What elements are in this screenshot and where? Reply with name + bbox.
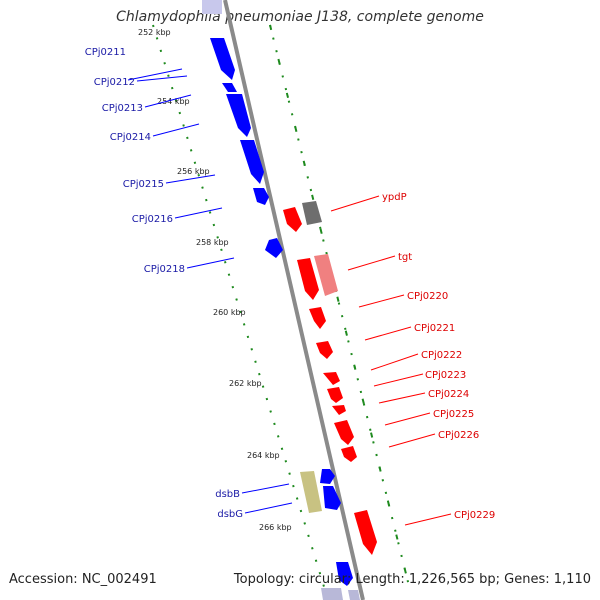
gene-label-cpj0220[interactable]: CPj0220	[407, 291, 448, 302]
ruler-label-260-kbp: 260 kbp	[213, 308, 246, 317]
callout-line-cpj0229	[404, 513, 452, 526]
ruler-label-252-kbp: 252 kbp	[138, 28, 171, 37]
genome-stats-text: Topology: circular; Length: 1,226,565 bp…	[233, 572, 591, 587]
callout-line-ypdp	[330, 195, 380, 212]
callout-line-cpj0221	[364, 326, 412, 341]
plus-gene-shape-1	[210, 38, 235, 80]
plus-strand-genes	[210, 38, 353, 586]
plus-gene-shape-6	[265, 238, 283, 258]
minus-gene-shape-2	[297, 258, 319, 300]
callout-line-cpj0213	[144, 94, 192, 108]
minus-gene-shape-6	[327, 387, 343, 403]
minus-gene-shape-8	[334, 420, 354, 445]
minus-gene-shape-4	[316, 341, 333, 359]
gene-label-tgt[interactable]: tgt	[398, 252, 412, 263]
bottom-fade-gene-1	[321, 588, 343, 600]
top-fade-gene	[202, 0, 222, 14]
gene-label-cpj0225[interactable]: CPj0225	[433, 409, 474, 420]
gene-label-cpj0229[interactable]: CPj0229	[454, 510, 495, 521]
callout-line-cpj0224	[378, 392, 426, 404]
gene-label-cpj0218[interactable]: CPj0218	[144, 264, 185, 275]
gene-label-cpj0211[interactable]: CPj0211	[85, 47, 126, 58]
ruler-label-262-kbp: 262 kbp	[229, 379, 262, 388]
minus-gene-shape-ypdP	[283, 207, 302, 232]
callout-line-dsbg	[244, 502, 293, 514]
gene-label-cpj0216[interactable]: CPj0216	[132, 214, 173, 225]
callout-line-cpj0226	[388, 433, 436, 448]
gene-label-cpj0214[interactable]: CPj0214	[110, 132, 151, 143]
plus-gene-shape-9	[336, 562, 353, 586]
gene-label-cpj0215[interactable]: CPj0215	[123, 179, 164, 190]
gene-label-dsbb[interactable]: dsbB	[215, 489, 240, 500]
callout-line-cpj0225	[384, 412, 431, 426]
gene-label-cpj0212[interactable]: CPj0212	[94, 77, 135, 88]
plus-gene-callouts: CPj0211 CPj0212 CPj0213 CPj0214 CPj0215 CPj02…	[85, 47, 293, 520]
callout-line-cpj0214	[152, 123, 200, 137]
callout-line-dsbb	[241, 483, 290, 494]
minus-gene-shape-9	[341, 446, 357, 462]
plus-gene-shape-7	[320, 469, 335, 484]
callout-line-cpj0211	[127, 68, 183, 81]
gene-label-cpj0223[interactable]: CPj0223	[425, 370, 466, 381]
callout-line-cpj0223	[373, 373, 424, 387]
accession-text: Accession: NC_002491	[9, 572, 157, 587]
plus-gene-shape-5	[253, 188, 269, 205]
gene-label-cpj0224[interactable]: CPj0224	[428, 389, 469, 400]
ruler-label-266-kbp: 266 kbp	[259, 523, 292, 532]
ruler-label-256-kbp: 256 kbp	[177, 167, 210, 176]
ruler-label-258-kbp: 258 kbp	[196, 238, 229, 247]
callout-line-cpj0216	[174, 207, 223, 219]
gene-label-dsbg[interactable]: dsbG	[217, 509, 243, 520]
callout-line-cpj0220	[358, 294, 405, 308]
plus-gene-shape-2	[222, 83, 237, 92]
plus-gene-shape-8	[323, 486, 341, 510]
gene-label-ypdp[interactable]: ypdP	[382, 192, 407, 203]
minus-gene-shape-7	[332, 405, 346, 415]
gene-label-cpj0222[interactable]: CPj0222	[421, 350, 462, 361]
callout-line-cpj0212	[136, 75, 188, 82]
olive-gene-shape	[300, 471, 322, 513]
backbone	[223, 0, 365, 600]
pink-gene-shape	[314, 254, 338, 296]
callout-line-cpj0218	[186, 257, 235, 269]
plus-gene-shape-3	[226, 94, 251, 137]
minus-gene-callouts: ypdP tgt CPj0220 CPj0221 CPj0222 CPj0223 CPj02…	[330, 192, 495, 526]
gene-label-cpj0221[interactable]: CPj0221	[414, 323, 455, 334]
callout-line-tgt	[347, 255, 396, 271]
plus-gene-shape-4	[240, 140, 264, 184]
backbone-line	[223, 0, 365, 600]
minus-gene-shape-3	[309, 307, 326, 329]
gene-label-cpj0213[interactable]: CPj0213	[102, 103, 143, 114]
callout-line-cpj0215	[165, 174, 216, 184]
minus-gene-shape-5	[323, 372, 340, 385]
bottom-fade-gene-2	[348, 590, 360, 600]
ruler-label-264-kbp: 264 kbp	[247, 451, 280, 460]
gene-label-cpj0226[interactable]: CPj0226	[438, 430, 479, 441]
ruler-label-254-kbp: 254 kbp	[157, 97, 190, 106]
ruler-labels: 252 kbp 254 kbp 256 kbp 258 kbp 260 kbp 262 k…	[138, 28, 292, 532]
minus-gene-shape-10	[354, 510, 377, 555]
gray-gene-shape	[302, 201, 322, 225]
minus-strand-genes	[283, 201, 377, 555]
callout-line-cpj0222	[370, 353, 419, 371]
